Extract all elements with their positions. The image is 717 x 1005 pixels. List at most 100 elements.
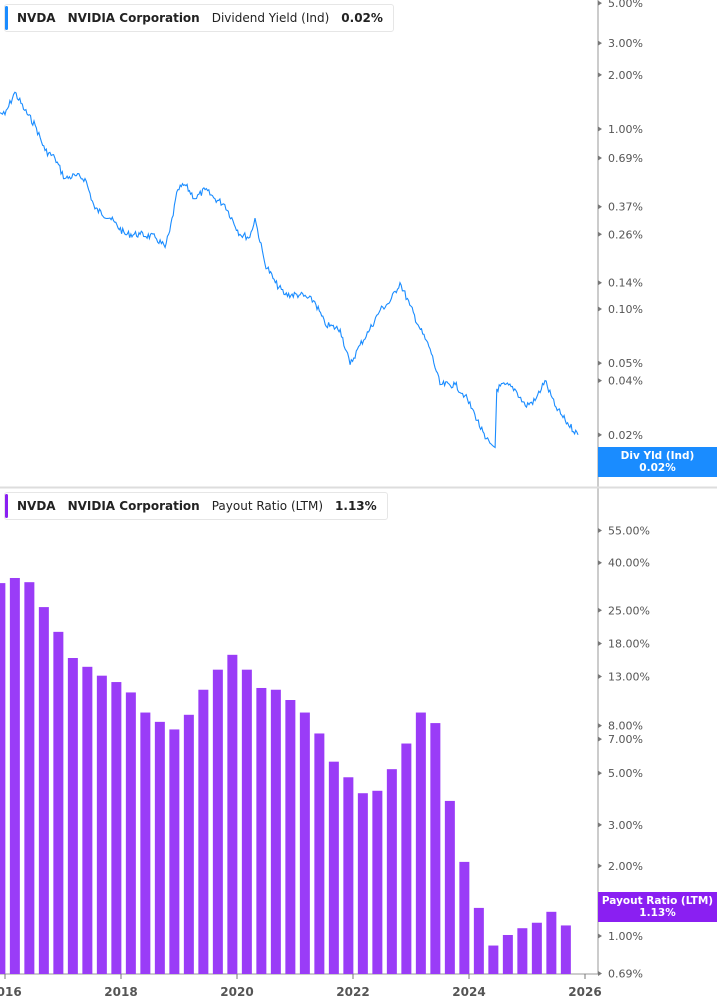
payout-bar xyxy=(357,793,368,974)
payout-bar xyxy=(473,907,484,974)
payout-bar xyxy=(343,777,354,974)
payout-bar xyxy=(9,577,20,974)
payout-axis-tick-mark xyxy=(598,673,602,679)
yield-axis-tick-mark xyxy=(598,126,602,132)
tag-label: Payout Ratio (LTM) xyxy=(601,895,714,907)
ticker: NVDA xyxy=(17,499,56,513)
yield-axis-tick-mark xyxy=(598,378,602,384)
top-legend: NVDA NVIDIA Corporation Dividend Yield (… xyxy=(4,4,394,32)
x-tick-label: 2026 xyxy=(568,985,601,999)
x-tick-label: 2020 xyxy=(220,985,253,999)
yield-axis-tick-label: 0.02% xyxy=(608,429,643,442)
payout-bar xyxy=(560,925,571,974)
payout-bar xyxy=(111,682,122,974)
payout-axis-tick-label: 40.00% xyxy=(608,557,650,570)
yield-axis-tick-mark xyxy=(598,0,602,6)
payout-axis-tick-mark xyxy=(598,560,602,566)
payout-axis-tick-mark xyxy=(598,822,602,828)
yield-axis-tick-mark xyxy=(598,231,602,237)
payout-axis-tick-mark xyxy=(598,933,602,939)
payout-bar xyxy=(444,800,455,974)
payout-axis-tick-label: 1.00% xyxy=(608,930,643,943)
payout-bar xyxy=(328,761,339,974)
payout-bar xyxy=(546,911,557,974)
yield-axis-tick-label: 0.04% xyxy=(608,375,643,388)
x-tick-label: 2018 xyxy=(104,985,137,999)
payout-bar xyxy=(53,631,64,974)
payout-axis-tick-label: 55.00% xyxy=(608,524,650,537)
yield-axis-tick-label: 2.00% xyxy=(608,69,643,82)
payout-axis-tick-mark xyxy=(598,527,602,533)
yield-axis-tick-mark xyxy=(598,360,602,366)
payout-bar xyxy=(256,687,267,974)
payout-bar xyxy=(183,714,194,974)
yield-axis-tick-label: 3.00% xyxy=(608,37,643,50)
payout-bar xyxy=(401,743,412,974)
yield-axis-tick-label: 5.00% xyxy=(608,0,643,10)
yield-axis-tick-label: 0.69% xyxy=(608,152,643,165)
payout-bar xyxy=(430,723,441,974)
payout-bar xyxy=(38,607,49,974)
metric-value: 1.13% xyxy=(335,499,377,513)
tag-label: Div Yld (Ind) xyxy=(620,450,695,462)
payout-axis-tick-label: 8.00% xyxy=(608,720,643,733)
payout-axis-tick-label: 0.69% xyxy=(608,968,643,981)
payout-axis-tick-mark xyxy=(598,863,602,869)
yield-axis-tick-label: 0.37% xyxy=(608,201,643,214)
payout-bar xyxy=(299,712,310,974)
payout-axis-tick-label: 25.00% xyxy=(608,604,650,617)
payout-axis-tick-label: 3.00% xyxy=(608,819,643,832)
yield-axis-tick-mark xyxy=(598,432,602,438)
yield-axis-tick-mark xyxy=(598,155,602,161)
payout-bar xyxy=(459,861,470,974)
yield-axis-tick-mark xyxy=(598,306,602,312)
tag-value: 0.02% xyxy=(639,462,676,474)
payout-axis-tick-label: 7.00% xyxy=(608,733,643,746)
x-tick-label: 2022 xyxy=(336,985,369,999)
yield-axis-tick-label: 1.00% xyxy=(608,123,643,136)
payout-bar xyxy=(24,582,35,974)
metric-value: 0.02% xyxy=(341,11,383,25)
metric-name: Payout Ratio (LTM) xyxy=(211,499,324,513)
payout-axis-tick-label: 2.00% xyxy=(608,860,643,873)
payout-bar xyxy=(0,583,6,974)
payout-axis-tick-mark xyxy=(598,736,602,742)
payout-bar xyxy=(198,689,209,974)
payout-bar xyxy=(285,700,296,974)
company-name: NVIDIA Corporation xyxy=(67,11,200,25)
payout-axis-tick-mark xyxy=(598,723,602,729)
series-color-swatch xyxy=(5,6,8,30)
series-color-swatch xyxy=(5,494,8,518)
payout-axis-tick-mark xyxy=(598,971,602,977)
payout-bar xyxy=(212,669,223,974)
yield-axis-tick-label: 0.26% xyxy=(608,228,643,241)
tag-value: 1.13% xyxy=(639,907,676,919)
payout-bar xyxy=(372,790,383,974)
bottom-legend: NVDA NVIDIA Corporation Payout Ratio (LT… xyxy=(4,492,388,520)
yield-axis-tick-mark xyxy=(598,72,602,78)
current-yield-tag: Div Yld (Ind) 0.02% xyxy=(598,447,717,477)
metric-name: Dividend Yield (Ind) xyxy=(211,11,330,25)
x-tick-label: 2024 xyxy=(452,985,485,999)
yield-axis-tick-mark xyxy=(598,40,602,46)
payout-bar xyxy=(67,658,78,974)
company-name: NVIDIA Corporation xyxy=(67,499,200,513)
x-tick-label: 2016 xyxy=(0,985,22,999)
payout-axis-tick-label: 13.00% xyxy=(608,670,650,683)
yield-axis-tick-mark xyxy=(598,204,602,210)
yield-axis-tick-mark xyxy=(598,280,602,286)
yield-axis-tick-label: 0.14% xyxy=(608,277,643,290)
payout-axis-tick-mark xyxy=(598,607,602,613)
payout-bar xyxy=(241,669,252,974)
payout-bar xyxy=(154,721,165,974)
payout-axis-tick-mark xyxy=(598,770,602,776)
payout-axis-tick-mark xyxy=(598,641,602,647)
dividend-yield-line xyxy=(0,91,579,449)
payout-bar xyxy=(125,692,136,974)
payout-bar xyxy=(517,928,528,974)
yield-axis-tick-label: 0.10% xyxy=(608,303,643,316)
payout-bar xyxy=(169,729,180,974)
payout-axis-tick-label: 18.00% xyxy=(608,638,650,651)
ticker: NVDA xyxy=(17,11,56,25)
